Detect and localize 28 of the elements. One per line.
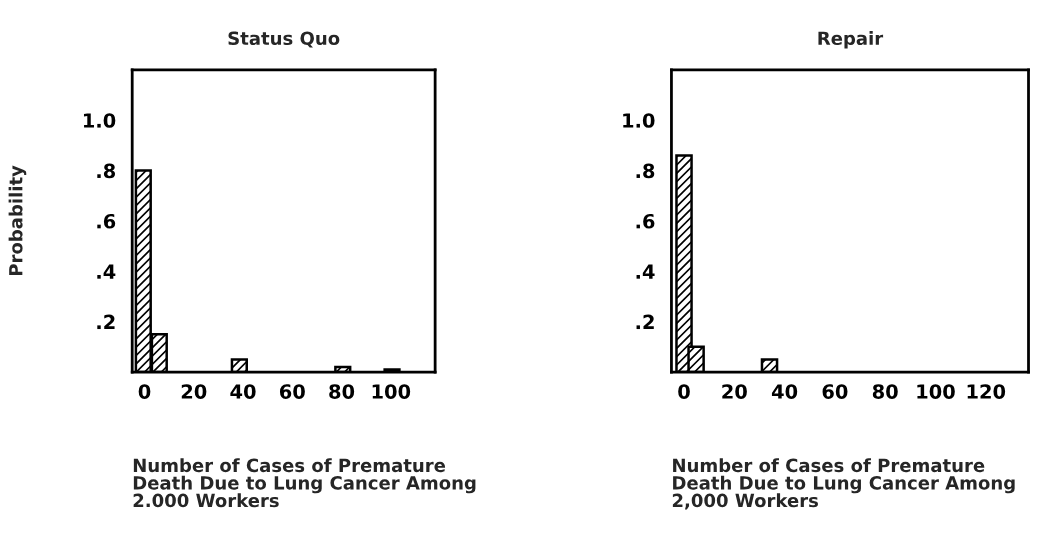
y-tick-label: .8 [636,163,655,179]
x-axis-title: Number of Cases of Premature Death Due to Lung Cancer Among 2,000 Workers [672,458,1015,510]
y-tick-label: .8 [97,163,116,179]
chart-title: Repair [818,31,884,49]
x-tick-label: 100 [372,384,411,399]
x-tick-label: 80 [872,384,898,399]
chart-title: Status Quo [228,31,340,48]
x-tick-label: 20 [181,384,207,399]
y-tick-label: 1.0 [83,113,116,128]
y-tick-label: .6 [97,213,116,229]
x-tick-label: 80 [329,384,355,399]
y-tick-label: .6 [636,213,655,229]
x-tick-label: 120 [967,384,1006,399]
x-tick-label: 100 [917,384,955,399]
y-axis-title: Probability [8,165,27,276]
x-tick-label: 20 [722,384,747,399]
y-tick-label: .4 [97,264,116,279]
y-tick-label: .4 [636,264,655,279]
x-tick-label: 0 [138,384,151,399]
x-tick-label: 60 [279,384,305,399]
x-tick-label: 0 [678,384,690,399]
y-tick-label: .2 [636,314,654,330]
x-tick-label: 60 [822,384,848,399]
x-tick-label: 40 [230,384,256,399]
y-tick-label: 1.0 [623,113,655,128]
x-tick-label: 40 [771,384,798,399]
x-axis-title: Number of Cases of Premature Death Due to Lung Cancer Among 2.000 Workers [133,458,476,508]
y-tick-label: .2 [97,314,115,330]
